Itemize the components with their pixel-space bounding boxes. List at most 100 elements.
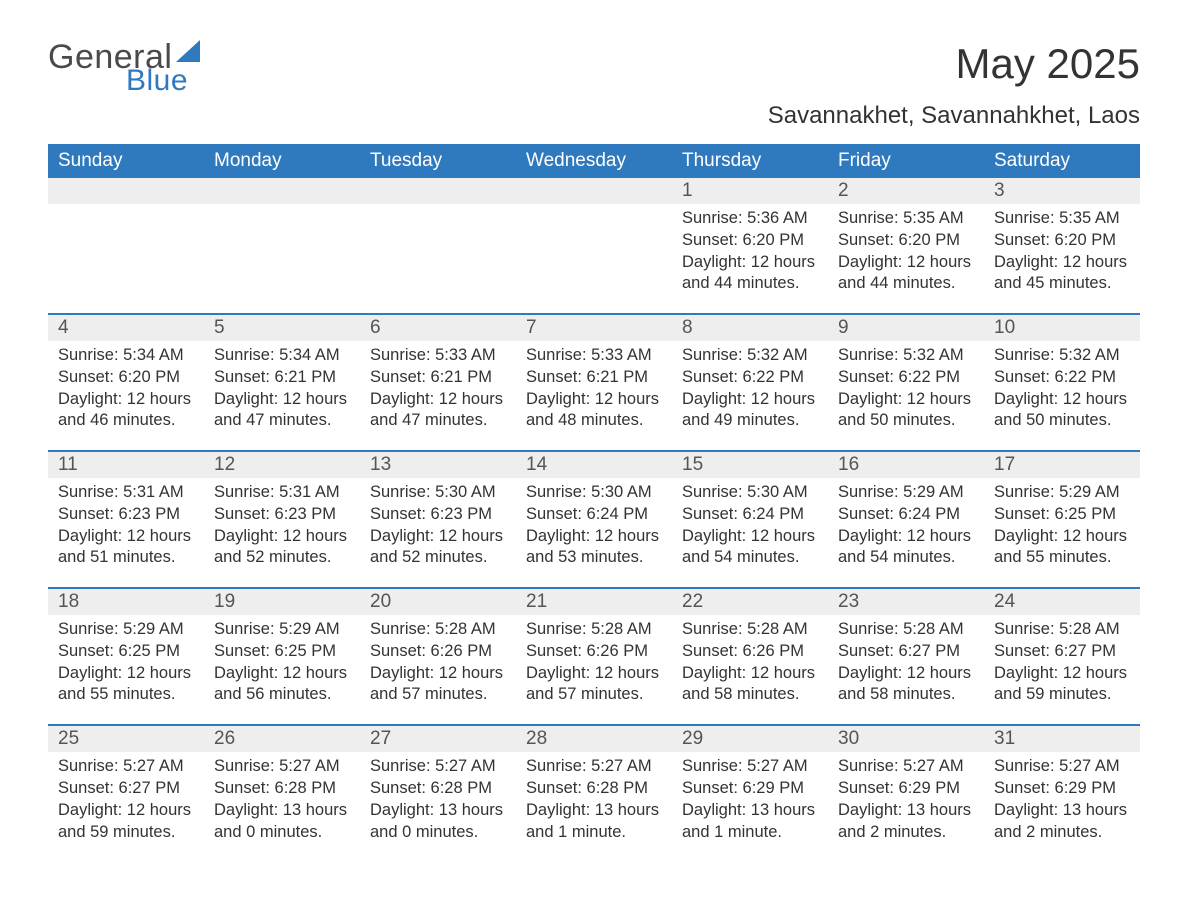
daylight-text: Daylight: 12 hours and 59 minutes. <box>994 663 1130 707</box>
sunrise-text: Sunrise: 5:29 AM <box>214 619 350 641</box>
day-info: Sunrise: 5:31 AMSunset: 6:23 PMDaylight:… <box>48 478 204 587</box>
day-info: Sunrise: 5:28 AMSunset: 6:26 PMDaylight:… <box>672 615 828 724</box>
daylight-text: Daylight: 12 hours and 46 minutes. <box>58 389 194 433</box>
sunrise-text: Sunrise: 5:36 AM <box>682 208 818 230</box>
sunrise-text: Sunrise: 5:31 AM <box>214 482 350 504</box>
sunset-text: Sunset: 6:26 PM <box>682 641 818 663</box>
sunset-text: Sunset: 6:22 PM <box>994 367 1130 389</box>
sunset-text: Sunset: 6:28 PM <box>370 778 506 800</box>
day-number <box>360 178 516 204</box>
sunrise-text: Sunrise: 5:30 AM <box>682 482 818 504</box>
day-number <box>48 178 204 204</box>
week-row: 45678910Sunrise: 5:34 AMSunset: 6:20 PMD… <box>48 313 1140 450</box>
daylight-text: Daylight: 13 hours and 2 minutes. <box>994 800 1130 844</box>
day-number-row: 18192021222324 <box>48 589 1140 615</box>
daylight-text: Daylight: 12 hours and 44 minutes. <box>682 252 818 296</box>
sunrise-text: Sunrise: 5:27 AM <box>994 756 1130 778</box>
daylight-text: Daylight: 12 hours and 58 minutes. <box>838 663 974 707</box>
sunset-text: Sunset: 6:22 PM <box>838 367 974 389</box>
day-number: 19 <box>204 589 360 615</box>
sunset-text: Sunset: 6:28 PM <box>214 778 350 800</box>
day-info: Sunrise: 5:35 AMSunset: 6:20 PMDaylight:… <box>984 204 1140 313</box>
sunrise-text: Sunrise: 5:32 AM <box>682 345 818 367</box>
daylight-text: Daylight: 12 hours and 45 minutes. <box>994 252 1130 296</box>
sunset-text: Sunset: 6:21 PM <box>526 367 662 389</box>
sunset-text: Sunset: 6:29 PM <box>994 778 1130 800</box>
day-number: 18 <box>48 589 204 615</box>
sunrise-text: Sunrise: 5:28 AM <box>526 619 662 641</box>
location-subtitle: Savannakhet, Savannahkhet, Laos <box>48 102 1140 130</box>
page-title: May 2025 <box>956 40 1140 88</box>
sunset-text: Sunset: 6:20 PM <box>58 367 194 389</box>
day-number: 21 <box>516 589 672 615</box>
sunset-text: Sunset: 6:28 PM <box>526 778 662 800</box>
day-number: 4 <box>48 315 204 341</box>
sunrise-text: Sunrise: 5:28 AM <box>994 619 1130 641</box>
sunset-text: Sunset: 6:26 PM <box>526 641 662 663</box>
sunset-text: Sunset: 6:21 PM <box>214 367 350 389</box>
daylight-text: Daylight: 12 hours and 54 minutes. <box>682 526 818 570</box>
daylight-text: Daylight: 12 hours and 48 minutes. <box>526 389 662 433</box>
day-number-row: 25262728293031 <box>48 726 1140 752</box>
day-number: 20 <box>360 589 516 615</box>
day-info <box>360 204 516 313</box>
sunset-text: Sunset: 6:25 PM <box>994 504 1130 526</box>
sunset-text: Sunset: 6:24 PM <box>526 504 662 526</box>
sunrise-text: Sunrise: 5:28 AM <box>838 619 974 641</box>
day-info: Sunrise: 5:27 AMSunset: 6:29 PMDaylight:… <box>828 752 984 861</box>
sunset-text: Sunset: 6:24 PM <box>838 504 974 526</box>
day-info: Sunrise: 5:30 AMSunset: 6:23 PMDaylight:… <box>360 478 516 587</box>
day-info: Sunrise: 5:31 AMSunset: 6:23 PMDaylight:… <box>204 478 360 587</box>
daylight-text: Daylight: 13 hours and 2 minutes. <box>838 800 974 844</box>
sunrise-text: Sunrise: 5:32 AM <box>838 345 974 367</box>
day-info: Sunrise: 5:35 AMSunset: 6:20 PMDaylight:… <box>828 204 984 313</box>
day-info <box>48 204 204 313</box>
brand-logo: General Blue <box>48 40 206 96</box>
day-info <box>516 204 672 313</box>
day-info: Sunrise: 5:29 AMSunset: 6:24 PMDaylight:… <box>828 478 984 587</box>
day-number <box>204 178 360 204</box>
day-info: Sunrise: 5:28 AMSunset: 6:26 PMDaylight:… <box>516 615 672 724</box>
sunset-text: Sunset: 6:20 PM <box>994 230 1130 252</box>
daylight-text: Daylight: 12 hours and 55 minutes. <box>994 526 1130 570</box>
sunrise-text: Sunrise: 5:31 AM <box>58 482 194 504</box>
sunrise-text: Sunrise: 5:29 AM <box>994 482 1130 504</box>
week-row: 18192021222324 Sunrise: 5:29 AM Sunset: 6:… <box>48 587 1140 724</box>
sunrise-text: Sunrise: 5:28 AM <box>370 619 506 641</box>
day-info: Sunrise: 5:28 AMSunset: 6:27 PMDaylight:… <box>984 615 1140 724</box>
dow-monday: Monday <box>204 144 360 178</box>
daylight-text: Daylight: 12 hours and 47 minutes. <box>370 389 506 433</box>
daylight-text: Daylight: 12 hours and 50 minutes. <box>994 389 1130 433</box>
week-row: 25262728293031Sunrise: 5:27 AMSunset: 6:… <box>48 724 1140 861</box>
sunrise-text: Sunrise: 5:27 AM <box>214 756 350 778</box>
day-number: 25 <box>48 726 204 752</box>
daylight-text: Daylight: 12 hours and 52 minutes. <box>214 526 350 570</box>
day-info: Sunrise: 5:28 AMSunset: 6:26 PMDaylight:… <box>360 615 516 724</box>
day-info: Sunrise: 5:33 AMSunset: 6:21 PMDaylight:… <box>516 341 672 450</box>
calendar-grid: Sunday Monday Tuesday Wednesday Thursday… <box>48 144 1140 861</box>
sunset-text: Sunset: 6:29 PM <box>838 778 974 800</box>
day-info: Sunrise: 5:30 AMSunset: 6:24 PMDaylight:… <box>672 478 828 587</box>
day-number <box>516 178 672 204</box>
daylight-text: Daylight: 12 hours and 44 minutes. <box>838 252 974 296</box>
sunrise-text: Sunrise: 5:35 AM <box>994 208 1130 230</box>
daylight-text: Daylight: 12 hours and 58 minutes. <box>682 663 818 707</box>
sunrise-text: Sunrise: 5:30 AM <box>526 482 662 504</box>
sunset-text: Sunset: 6:23 PM <box>214 504 350 526</box>
day-info: Sunrise: 5:29 AMSunset: 6:25 PMDaylight:… <box>984 478 1140 587</box>
day-number: 13 <box>360 452 516 478</box>
sunset-text: Sunset: 6:25 PM <box>58 641 194 663</box>
day-info: Sunrise: 5:27 AMSunset: 6:29 PMDaylight:… <box>672 752 828 861</box>
daylight-text: Daylight: 12 hours and 52 minutes. <box>370 526 506 570</box>
day-number: 10 <box>984 315 1140 341</box>
sunset-text: Sunset: 6:20 PM <box>682 230 818 252</box>
day-number: 27 <box>360 726 516 752</box>
day-info: Sunrise: 5:27 AMSunset: 6:28 PMDaylight:… <box>204 752 360 861</box>
dow-thursday: Thursday <box>672 144 828 178</box>
sunrise-text: Sunrise: 5:28 AM <box>682 619 818 641</box>
sunrise-text: Sunrise: 5:27 AM <box>526 756 662 778</box>
day-number: 30 <box>828 726 984 752</box>
sunrise-text: Sunrise: 5:27 AM <box>838 756 974 778</box>
day-number: 9 <box>828 315 984 341</box>
sunset-text: Sunset: 6:23 PM <box>58 504 194 526</box>
